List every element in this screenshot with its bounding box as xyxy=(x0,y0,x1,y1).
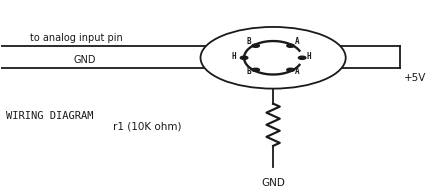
Circle shape xyxy=(240,56,248,59)
Text: WIRING DIAGRAM: WIRING DIAGRAM xyxy=(6,112,93,122)
Text: to analog input pin: to analog input pin xyxy=(31,33,123,43)
Text: GND: GND xyxy=(261,178,285,188)
Text: B: B xyxy=(246,37,251,46)
Text: +5V: +5V xyxy=(404,73,426,83)
Text: A: A xyxy=(295,37,299,46)
Text: H: H xyxy=(307,52,311,61)
Circle shape xyxy=(252,68,259,71)
Text: A: A xyxy=(295,67,299,76)
Circle shape xyxy=(252,44,259,47)
Text: B: B xyxy=(246,67,251,76)
Circle shape xyxy=(298,56,306,59)
Circle shape xyxy=(287,68,294,71)
Circle shape xyxy=(200,27,346,89)
Text: r1 (10K ohm): r1 (10K ohm) xyxy=(114,122,182,132)
Text: H: H xyxy=(232,52,236,61)
Circle shape xyxy=(287,44,294,47)
Text: GND: GND xyxy=(74,55,96,65)
